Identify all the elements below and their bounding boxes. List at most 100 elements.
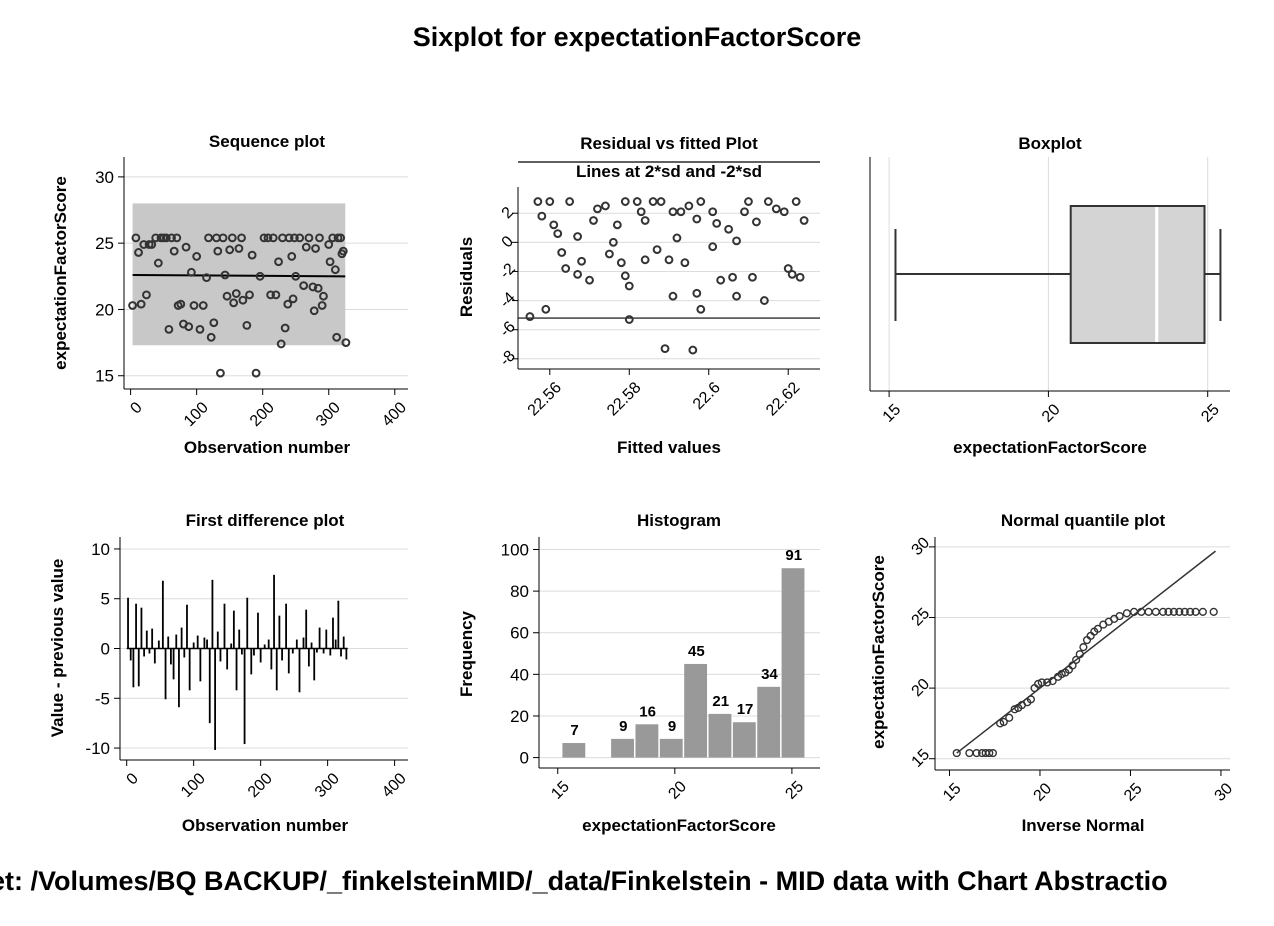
first-difference-ylabel: Value - previous value bbox=[48, 559, 67, 738]
sequence-point bbox=[176, 299, 186, 309]
residual-point bbox=[676, 207, 686, 217]
sequence-point bbox=[220, 270, 230, 280]
histogram-xtick-label: 20 bbox=[665, 778, 690, 803]
sequence-point bbox=[308, 282, 318, 292]
histogram-panel: Histogram expectationFactorScore Frequen… bbox=[457, 511, 820, 835]
first-difference-ytick-label: -5 bbox=[95, 689, 110, 708]
sequence-point bbox=[222, 291, 232, 301]
sequence-point bbox=[136, 299, 146, 309]
normal-quantile-point bbox=[1005, 713, 1014, 722]
sequence-point bbox=[147, 240, 157, 249]
sequence-point bbox=[274, 257, 283, 267]
first-difference-panel: First difference plot Observation number… bbox=[48, 511, 410, 835]
residual-point bbox=[752, 217, 761, 227]
histogram-bar-label: 34 bbox=[761, 666, 778, 683]
normal-quantile-point bbox=[1186, 607, 1195, 616]
first-difference-ytick-label: 0 bbox=[101, 640, 110, 659]
normal-quantile-point bbox=[1209, 607, 1218, 616]
residual-point bbox=[779, 207, 789, 217]
residual-point bbox=[799, 216, 809, 225]
first-difference-xtick-label: 0 bbox=[124, 770, 142, 788]
normal-quantile-point bbox=[1037, 678, 1046, 687]
sequence-point bbox=[227, 233, 237, 243]
residual-point bbox=[553, 229, 563, 238]
histogram-ytick-label: 80 bbox=[510, 582, 529, 601]
histogram-bar bbox=[684, 663, 708, 758]
normal-quantile-ytick-label: 15 bbox=[908, 746, 933, 771]
histogram-bar-label: 45 bbox=[688, 643, 705, 660]
normal-quantile-point bbox=[1075, 650, 1084, 659]
sequence-point bbox=[231, 289, 241, 298]
sequence-point bbox=[328, 233, 338, 243]
sequence-point bbox=[288, 294, 298, 304]
residual-plot-subtitle: Lines at 2*sd and -2*sd bbox=[576, 162, 762, 181]
normal-quantile-point bbox=[1079, 643, 1088, 652]
histogram-ytick-label: 100 bbox=[501, 540, 529, 559]
histogram-bar-label: 9 bbox=[668, 718, 676, 735]
residual-point bbox=[565, 197, 575, 206]
histogram-xlabel: expectationFactorScore bbox=[582, 816, 776, 835]
first-difference-xlabel: Observation number bbox=[182, 816, 349, 835]
residual-point bbox=[601, 201, 610, 211]
residual-point bbox=[728, 272, 737, 282]
normal-quantile-ylabel: expectationFactorScore bbox=[869, 555, 888, 749]
residual-point bbox=[632, 197, 642, 206]
residual-ytick-label: -4 bbox=[497, 289, 519, 311]
histogram-bar-label: 91 bbox=[785, 547, 802, 564]
sequence-point bbox=[290, 233, 299, 243]
residual-point bbox=[716, 275, 726, 285]
sequence-point bbox=[325, 257, 335, 267]
normal-quantile-point bbox=[996, 719, 1005, 728]
residual-point bbox=[624, 281, 634, 291]
first-difference-ytick-label: 10 bbox=[91, 540, 110, 559]
residual-point bbox=[732, 291, 741, 301]
sequence-point bbox=[247, 250, 257, 260]
histogram-bar-label: 7 bbox=[570, 722, 578, 739]
sequence-point bbox=[317, 301, 327, 310]
sequence-point bbox=[291, 271, 301, 281]
residual-point bbox=[573, 232, 583, 241]
histogram-xtick-label: 15 bbox=[548, 778, 573, 803]
normal-quantile-ytick-label: 30 bbox=[908, 534, 933, 559]
histogram-bar bbox=[757, 686, 781, 758]
normal-quantile-xtick-label: 15 bbox=[940, 780, 965, 805]
sequence-point bbox=[304, 233, 314, 243]
residual-point bbox=[545, 197, 555, 206]
first-difference-xtick-label: 400 bbox=[379, 770, 410, 801]
normal-quantile-point bbox=[1048, 676, 1057, 686]
residual-point bbox=[640, 255, 650, 265]
boxplot-panel: Boxplot expectationFactorScore 15 20 25 bbox=[869, 134, 1230, 457]
histogram-ytick-label: 20 bbox=[510, 707, 529, 726]
sequence-fit-line bbox=[132, 273, 346, 278]
residual-point bbox=[533, 197, 543, 206]
sequence-point bbox=[206, 332, 216, 342]
normal-quantile-xtick-label: 30 bbox=[1212, 780, 1237, 805]
sequence-point bbox=[189, 301, 199, 310]
histogram-bar bbox=[562, 743, 586, 758]
histogram-ytick-label: 0 bbox=[520, 749, 529, 768]
sequence-point bbox=[225, 245, 235, 255]
normal-quantile-point bbox=[1026, 695, 1036, 704]
sequence-point bbox=[266, 290, 276, 300]
boxplot-xlabel: expectationFactorScore bbox=[953, 438, 1147, 457]
residual-point bbox=[573, 269, 583, 279]
residual-point bbox=[616, 258, 626, 268]
residual-point bbox=[668, 291, 678, 301]
residual-point bbox=[783, 264, 793, 273]
histogram-ytick-label: 60 bbox=[510, 624, 529, 643]
residual-plot-xlabel: Fitted values bbox=[617, 438, 721, 457]
residual-point bbox=[608, 237, 618, 247]
residual-point bbox=[795, 272, 805, 282]
normal-quantile-point bbox=[1164, 607, 1173, 616]
residual-ytick-label: -8 bbox=[497, 347, 519, 369]
first-difference-title: First difference plot bbox=[186, 511, 345, 530]
sequence-point bbox=[198, 301, 208, 310]
residual-point bbox=[640, 216, 650, 225]
residual-point bbox=[612, 220, 622, 230]
normal-quantile-ytick-label: 25 bbox=[908, 605, 933, 630]
sequence-plot-xlabel: Observation number bbox=[184, 438, 351, 457]
normal-quantile-xtick-label: 20 bbox=[1031, 780, 1056, 805]
normal-quantile-point bbox=[1151, 607, 1160, 616]
sequence-point bbox=[259, 233, 269, 243]
residual-point bbox=[585, 275, 594, 285]
